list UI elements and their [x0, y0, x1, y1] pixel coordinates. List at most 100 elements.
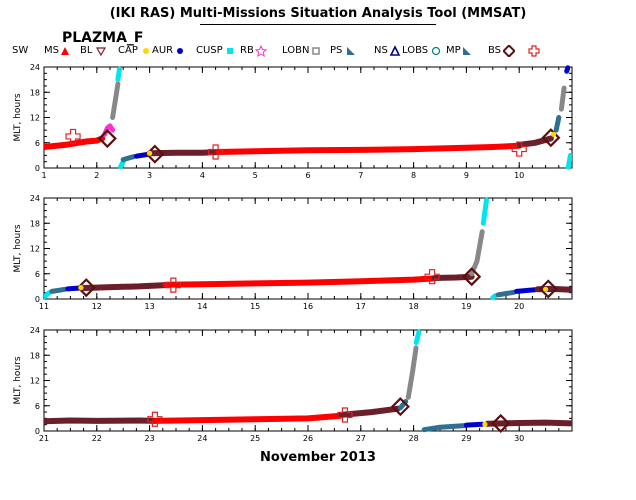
x-tick-label: 30: [514, 434, 524, 443]
magnetopause-marker: [462, 267, 482, 287]
track-segment-bl: [431, 273, 475, 281]
legend-item: SW: [12, 44, 28, 58]
x-tick-label: 14: [197, 302, 207, 311]
track-segment-aur: [564, 65, 571, 74]
x-tick-label: 20: [514, 302, 524, 311]
track-segment-lobn: [558, 85, 567, 112]
y-axis-label: MLT, hours: [13, 224, 23, 272]
legend-label: CAP: [118, 45, 138, 56]
magnetopause-marker: [538, 279, 558, 299]
x-tick-label: 25: [250, 434, 260, 443]
x-tick-label: 13: [145, 302, 155, 311]
legend-item: AUR: [152, 44, 183, 58]
y-axis-label: MLT, hours: [13, 356, 23, 404]
x-tick-label: 22: [92, 434, 102, 443]
cap-marker: [147, 150, 153, 156]
legend-label: RB: [240, 45, 254, 56]
legend-item: NS: [374, 44, 401, 58]
legend-item: CUSP: [196, 44, 233, 58]
bow-shock-marker: [65, 128, 81, 145]
track-segment-aur: [133, 152, 150, 159]
y-tick-label: 18: [30, 219, 40, 228]
legend-label: AUR: [152, 45, 174, 56]
x-tick-label: 3: [147, 171, 152, 180]
legend-label: LOBN: [282, 45, 310, 56]
legend: SW MS BL CAP AUR CUSP RB LOBN PS NS LOBS MP BS: [0, 44, 636, 64]
x-tick-label: 9: [464, 171, 469, 180]
legend-item: RB: [240, 44, 267, 58]
y-tick-label: 18: [30, 351, 40, 360]
legend-item: MS: [44, 44, 69, 58]
y-tick-label: 6: [35, 402, 40, 411]
legend-item: BS: [488, 44, 515, 58]
track-segment-ms: [215, 142, 523, 155]
bow-shock-marker: [208, 144, 224, 160]
x-tick-label: 26: [303, 434, 313, 443]
track-segment-ps: [49, 286, 68, 294]
x-tick-label: 19: [461, 302, 471, 311]
x-tick-label: 2: [94, 171, 99, 180]
x-tick-label: 7: [358, 171, 363, 180]
x-tick-label: 24: [197, 434, 207, 443]
bow-shock-marker: [147, 411, 163, 427]
legend-item: CAP: [118, 44, 149, 58]
bow-shock-marker: [424, 269, 440, 285]
y-tick-label: 6: [35, 270, 40, 279]
x-tick-label: 29: [461, 434, 471, 443]
track-segment-cusp: [44, 290, 52, 300]
track-segment-bl: [44, 417, 158, 425]
spacecraft-label: PLAZMA_F: [62, 30, 144, 46]
x-tick-label: 6: [305, 171, 310, 180]
track-segment-aur: [65, 285, 81, 292]
magnetopause-marker: [541, 128, 561, 148]
legend-label: PS: [330, 45, 343, 56]
cap-marker: [78, 285, 84, 291]
track-segment-ps: [120, 154, 137, 163]
bow-shock-marker: [511, 141, 527, 157]
track-segment-bl: [336, 405, 401, 418]
cap-marker: [482, 421, 488, 427]
chart-panel: 0 6 12 18 24 21 22 23 24 25 26 27 28 29 30 MLT, hours: [13, 326, 573, 443]
y-tick-label: 12: [30, 245, 40, 254]
legend-label: NS: [374, 45, 388, 56]
x-tick-label: 23: [145, 434, 155, 443]
track-segment-cusp: [413, 329, 422, 346]
legend-item: MP: [446, 44, 471, 58]
track-segment-ms: [162, 275, 438, 288]
y-tick-label: 24: [30, 194, 40, 203]
legend-item: LOBN: [282, 44, 320, 58]
chart-panel: 0 6 12 18 24 11 12 13 14 15 16 17 18 19 20 MLT, hours: [13, 194, 573, 311]
legend-label: LOBS: [402, 45, 429, 56]
track-segment-lobn: [405, 344, 419, 400]
track-segment-cusp: [115, 66, 122, 83]
magnetopause-marker: [491, 413, 511, 433]
x-tick-label: 27: [356, 434, 366, 443]
y-tick-label: 24: [30, 63, 40, 72]
title-underline: [200, 24, 436, 25]
track-segment-cusp: [565, 152, 572, 170]
x-tick-label: 10: [514, 171, 524, 180]
x-tick-label: 16: [303, 302, 313, 311]
y-tick-label: 0: [35, 295, 40, 304]
legend-label: SW: [12, 45, 29, 56]
x-tick-label: 15: [250, 302, 260, 311]
track-segment-lobn: [469, 229, 485, 277]
bow-shock-marker: [337, 407, 353, 423]
track-segment-bl: [534, 285, 572, 293]
data-series: [44, 329, 572, 433]
magnetopause-marker: [390, 397, 410, 417]
x-axis-title: November 2013: [260, 450, 376, 465]
x-tick-label: 1: [41, 171, 46, 180]
x-tick-label: 21: [39, 434, 49, 443]
legend-label: BS: [488, 45, 502, 56]
x-tick-label: 17: [356, 302, 366, 311]
track-segment-cusp: [490, 293, 498, 301]
x-tick-label: 5: [253, 171, 258, 180]
track-segment-ms: [44, 135, 106, 150]
track-segment-bl: [484, 419, 572, 427]
magnetopause-marker: [76, 278, 96, 298]
legend-item: BL: [80, 44, 107, 58]
x-tick-label: 28: [409, 434, 419, 443]
x-tick-label: 12: [92, 302, 102, 311]
